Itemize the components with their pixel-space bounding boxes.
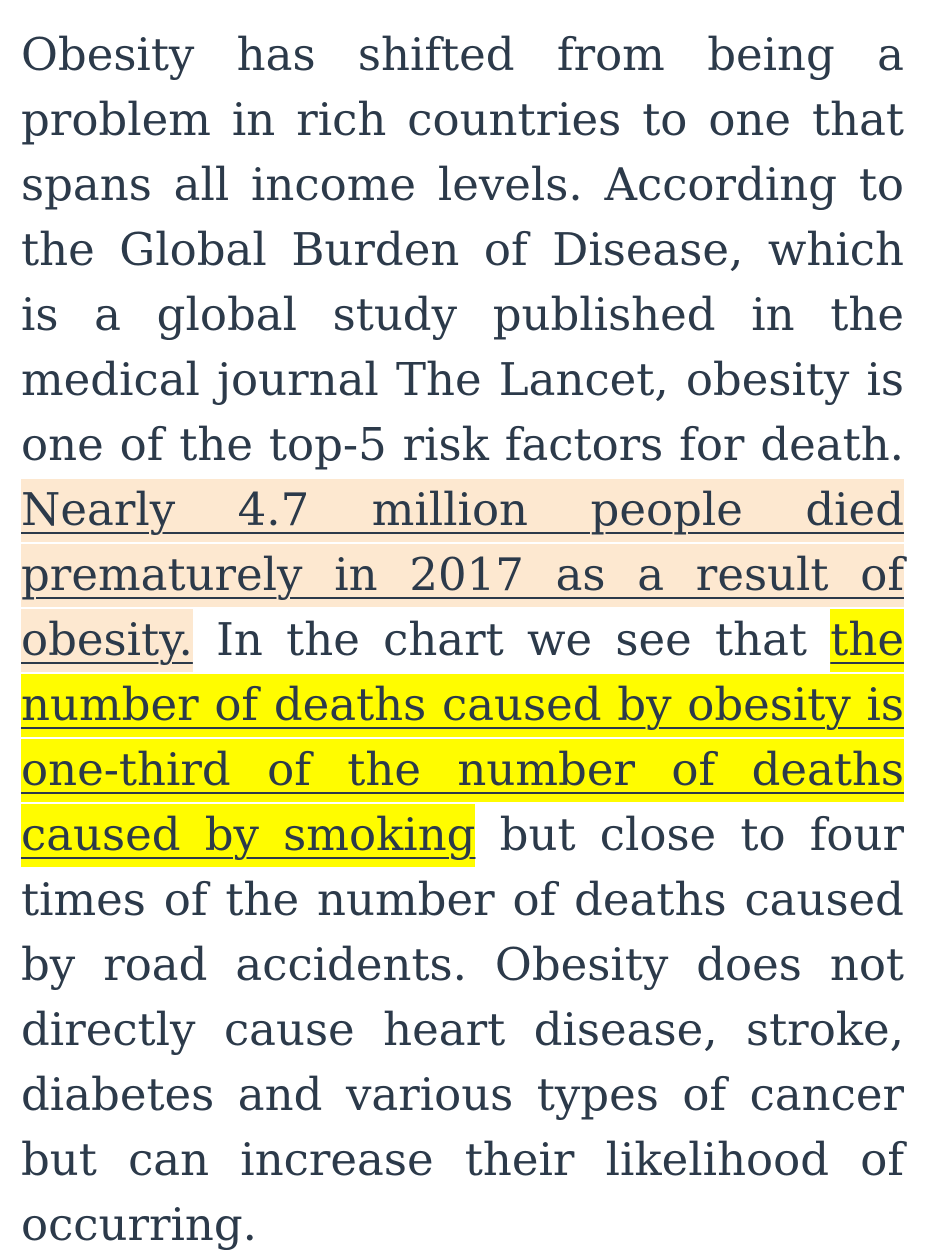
paragraph-text-intro: Obesity has shifted from being a problem… xyxy=(21,28,904,471)
article-paragraph: Obesity has shifted from being a problem… xyxy=(21,22,904,1257)
paragraph-text-chart-intro: In the chart we see that xyxy=(192,613,831,666)
paragraph-text-conclusion: but close to four times of the number of… xyxy=(21,808,904,1251)
